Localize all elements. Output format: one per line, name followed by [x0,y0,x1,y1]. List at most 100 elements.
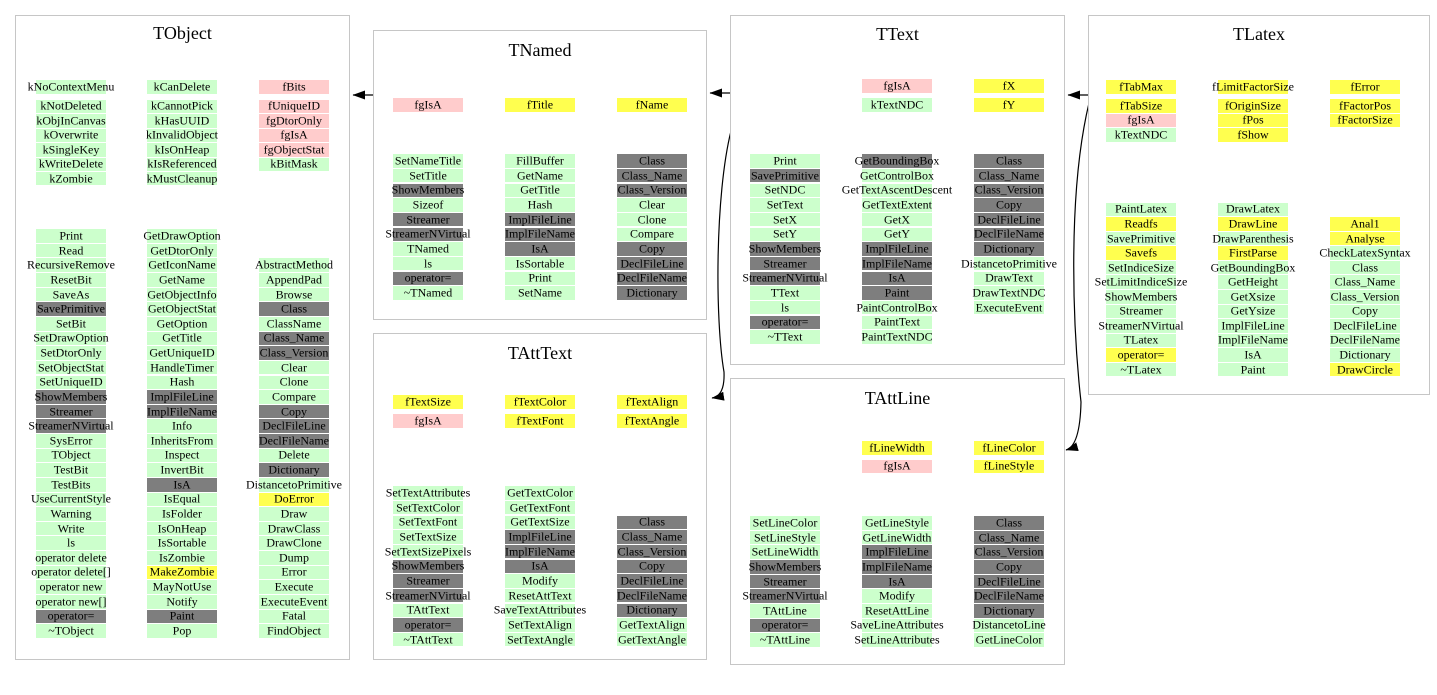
method-label: operator= [404,270,452,285]
method-cell: Modify [505,574,575,588]
field-cell: fPos [1218,113,1288,128]
method-label: Clone [637,212,667,227]
method-cell: RecursiveRemove [27,258,115,273]
method-cell: FindObject [259,624,329,638]
field-label: fTextAngle [624,413,680,428]
method-cell: StreamerNVirtual [742,271,828,286]
field-label: fgIsA [414,413,442,428]
method-label: IsA [173,477,191,492]
method-cell: Streamer [750,575,820,589]
method-label: GetObjectStat [148,301,216,316]
method-label: SaveAs [52,287,90,302]
method-label: SavePrimitive [37,301,105,316]
method-label: Clone [279,374,309,389]
field-cell: fTextAngle [617,414,687,428]
method-cell: SavePrimitive [750,169,820,183]
method-label: DistancetoPrimitive [961,256,1057,271]
method-cell: Print [750,154,820,168]
method-label: SysError [49,433,93,448]
method-cell: ~TLatex [1106,363,1176,377]
field-label: kInvalidObject [146,127,218,142]
method-label: Pop [172,623,192,638]
method-label: SetNDC [764,182,806,197]
method-cell: ExecuteEvent [974,301,1044,315]
method-label: InheritsFrom [150,433,214,448]
method-cell: SaveTextAttributes [494,603,586,618]
method-label: AppendPad [266,272,322,287]
method-cell: CheckLatexSyntax [1319,246,1411,260]
field-cell: fFactorSize [1330,112,1400,128]
method-label: DistancetoPrimitive [246,477,342,492]
arrow-ttext-to-tatttext [711,130,732,401]
method-label: Dictionary [983,603,1035,618]
method-label: HandleTimer [150,360,214,375]
field-cell: fTextFont [505,414,575,428]
method-label: ImplFileLine [150,389,214,404]
method-label: ImplFileName [862,559,932,574]
method-label: IsA [531,241,549,256]
method-label: GetTitle [520,182,560,197]
method-label: FindObject [267,623,321,638]
method-label: operator delete [35,550,107,565]
method-cell: IsFolder [147,507,217,521]
field-cell: kNoContextMenu [28,80,114,94]
method-label: SetLimitIndiceSize [1094,274,1188,289]
method-label: operator= [761,314,809,329]
field-label: fFactorSize [1337,112,1393,127]
method-label: ImplFileName [505,226,575,241]
field-label: kIsReferenced [147,156,217,171]
method-cell: Class_Version [1330,290,1400,304]
method-label: MakeZombie [149,564,215,579]
method-label: SetDtorOnly [40,345,102,360]
method-cell: SetText [750,198,820,212]
method-label: Class_Name [1334,274,1396,289]
method-label: operator= [47,608,95,623]
method-label: Copy [1351,303,1379,318]
field-cell: fgIsA [259,128,329,143]
field-label: fLineColor [982,440,1036,455]
method-label: GetTextColor [507,485,573,500]
method-label: Print [773,153,797,168]
method-cell: Class_Version [617,183,687,198]
method-label: DrawLatex [1226,201,1280,216]
method-label: ResetAttText [508,588,572,603]
method-label: SetTextAlign [508,617,572,632]
field-label: fError [1350,79,1380,94]
method-cell: AbstractMethod [255,258,333,273]
method-label: Copy [638,558,666,573]
method-label: Class_Version [259,345,329,360]
method-label: IsA [888,574,906,589]
method-label: ~TAttLine [759,632,811,647]
class-title: TLatex [1233,24,1285,44]
field-cell: kNotDeleted [36,99,106,114]
method-cell: DeclFileLine [974,575,1044,589]
method-cell: ImplFileLine [862,545,932,560]
method-label: SetTextAngle [507,632,573,647]
method-label: ~TObject [48,623,94,638]
method-cell: IsA [147,478,217,492]
method-cell: DrawParenthesis [1212,232,1294,246]
method-label: Class [638,153,666,168]
method-label: DeclFileLine [620,573,684,588]
method-cell: Class [617,515,687,530]
method-label: DeclFileName [1330,332,1400,347]
method-label: ImplFileLine [508,212,572,227]
method-label: SavePrimitive [751,168,819,183]
method-label: SetText [766,197,804,212]
method-label: GetDrawOption [143,228,221,243]
method-cell: GetTextSize [505,515,575,530]
method-cell: SetLimitIndiceSize [1095,275,1187,290]
method-label: TestBit [53,462,89,477]
method-label: ResetBit [50,272,92,287]
method-label: PaintControlBox [856,300,938,315]
method-label: SetObjectStat [38,360,104,375]
method-cell: TText [750,286,820,300]
method-cell: Execute [259,580,329,594]
method-label: TAttText [406,602,450,617]
method-label: FillBuffer [516,153,564,168]
method-label: Copy [280,404,308,419]
method-label: DeclFileLine [1333,318,1397,333]
method-cell: FillBuffer [505,154,575,168]
field-label: fX [1002,78,1016,93]
method-cell: Streamer [36,405,106,419]
